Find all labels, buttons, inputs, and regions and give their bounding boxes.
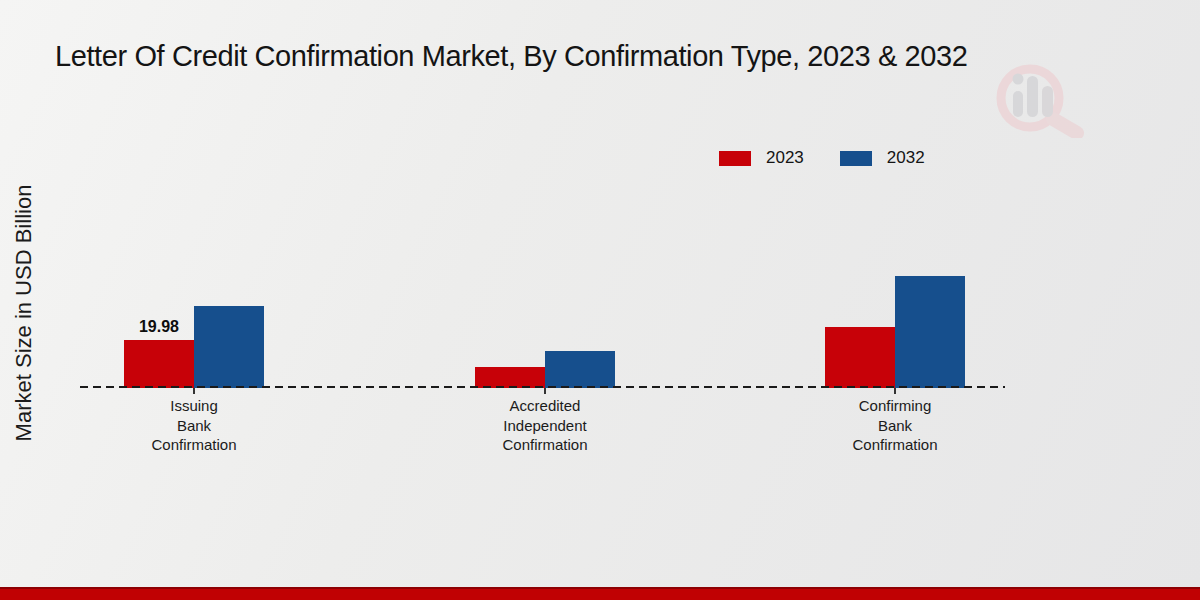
y-axis-label: Market Size in USD Billion [11, 185, 37, 442]
bar-2023-category-0 [124, 340, 194, 388]
chart-canvas: Letter Of Credit Confirmation Market, By… [0, 0, 1200, 600]
legend-swatch-2032 [840, 151, 872, 166]
category-label-line: Confirmation [775, 435, 1015, 455]
legend: 2023 2032 [719, 148, 925, 168]
legend-item-2032: 2032 [840, 148, 925, 168]
x-axis-tick [544, 388, 546, 394]
category-label-line: Independent [425, 416, 665, 436]
legend-label-2023: 2023 [766, 148, 804, 168]
category-label: AccreditedIndependentConfirmation [425, 396, 665, 455]
bar-data-label: 19.98 [119, 318, 199, 336]
x-axis-tick [894, 388, 896, 394]
bar-2032-category-2 [895, 276, 965, 388]
x-axis-tick [193, 388, 195, 394]
magnifier-bar-chart-logo-icon [992, 58, 1094, 138]
legend-label-2032: 2032 [887, 148, 925, 168]
category-label-line: Bank [775, 416, 1015, 436]
bar-2032-category-0 [194, 306, 264, 388]
category-label-line: Issuing [74, 396, 314, 416]
category-label: ConfirmingBankConfirmation [775, 396, 1015, 455]
bar-2032-category-1 [545, 351, 615, 388]
bar-2023-category-2 [825, 327, 895, 388]
category-label-line: Confirmation [425, 435, 665, 455]
legend-item-2023: 2023 [719, 148, 804, 168]
chart-title: Letter Of Credit Confirmation Market, By… [55, 40, 967, 73]
bar-2023-category-1 [475, 367, 545, 388]
category-label-line: Accredited [425, 396, 665, 416]
category-label: IssuingBankConfirmation [74, 396, 314, 455]
x-axis-baseline [80, 386, 1005, 388]
category-label-line: Bank [74, 416, 314, 436]
category-label-line: Confirmation [74, 435, 314, 455]
category-label-line: Confirming [775, 396, 1015, 416]
legend-swatch-2023 [719, 151, 751, 166]
footer-accent-bar [0, 587, 1200, 600]
